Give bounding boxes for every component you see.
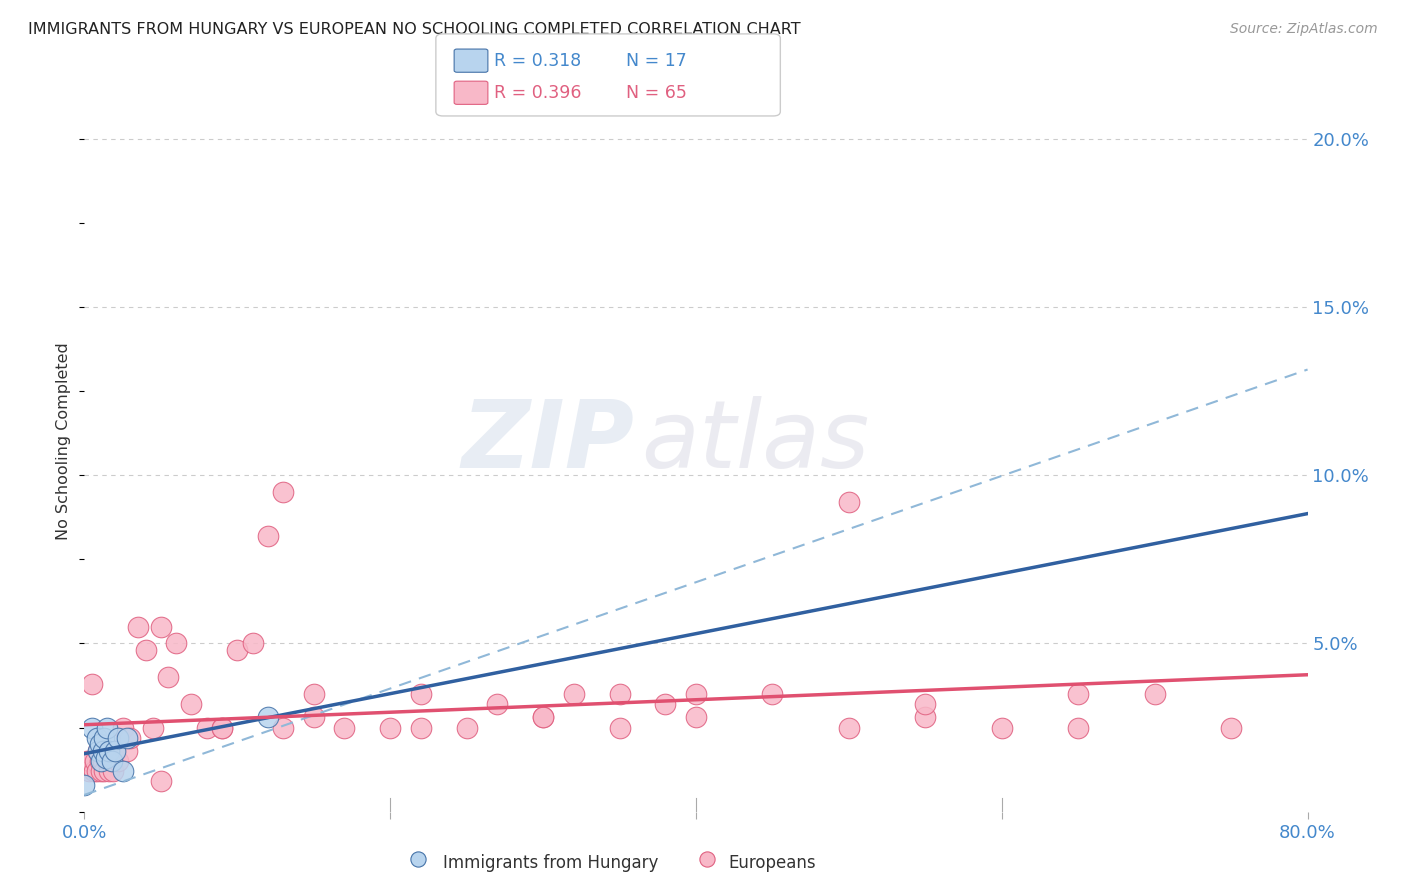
Text: ZIP: ZIP [463, 395, 636, 488]
Point [76, 754, 98, 768]
Point [991, 721, 1014, 735]
Point [98, 744, 121, 758]
Point [654, 697, 676, 711]
Point [89, 754, 111, 768]
Point [83, 764, 105, 779]
Point [914, 710, 936, 724]
Point [97, 744, 120, 758]
Point [120, 731, 142, 745]
Point [115, 744, 138, 758]
Point [456, 721, 478, 735]
Y-axis label: No Schooling Completed: No Schooling Completed [56, 343, 72, 541]
Point [96, 721, 118, 735]
Point [104, 744, 127, 758]
Point [97, 764, 120, 779]
Point [380, 721, 402, 735]
Text: Source: ZipAtlas.com: Source: ZipAtlas.com [1230, 22, 1378, 37]
Point [90, 764, 112, 779]
Point [79, 754, 101, 768]
Point [77, 764, 100, 779]
Point [271, 721, 294, 735]
Point [91, 754, 114, 768]
Text: R = 0.396: R = 0.396 [494, 84, 581, 102]
Point [1067, 687, 1090, 701]
Text: R = 0.318: R = 0.318 [494, 52, 581, 70]
Point [80, 677, 103, 691]
Point [180, 697, 202, 711]
Point [409, 721, 432, 735]
Text: Immigrants from Hungary: Immigrants from Hungary [443, 854, 658, 871]
Point [149, 774, 172, 789]
Point [562, 687, 585, 701]
Point [302, 687, 325, 701]
Point [685, 687, 707, 701]
Point [333, 721, 356, 735]
Point [1220, 721, 1243, 735]
Point [115, 731, 138, 745]
Point [1067, 721, 1090, 735]
Point [111, 721, 134, 735]
Point [211, 721, 233, 735]
Point [104, 744, 127, 758]
Point [609, 687, 631, 701]
Point [87, 744, 110, 758]
Point [165, 636, 187, 650]
Point [271, 485, 294, 500]
Point [93, 764, 115, 779]
Point [127, 619, 149, 633]
Point [80, 721, 103, 735]
Point [86, 764, 108, 779]
Point [531, 710, 554, 724]
Point [685, 710, 707, 724]
Point [84, 754, 107, 768]
Text: IMMIGRANTS FROM HUNGARY VS EUROPEAN NO SCHOOLING COMPLETED CORRELATION CHART: IMMIGRANTS FROM HUNGARY VS EUROPEAN NO S… [28, 22, 801, 37]
Point [94, 751, 117, 765]
Point [408, 852, 430, 866]
Point [149, 619, 172, 633]
Point [107, 731, 129, 745]
Point [838, 495, 860, 509]
Point [609, 721, 631, 735]
Point [96, 754, 118, 768]
Point [142, 721, 165, 735]
Point [195, 721, 218, 735]
Point [89, 738, 111, 752]
Point [696, 852, 718, 866]
Point [226, 643, 249, 657]
Point [157, 670, 180, 684]
Text: N = 17: N = 17 [626, 52, 686, 70]
Point [93, 731, 115, 745]
Point [914, 697, 936, 711]
Point [242, 636, 264, 650]
Point [107, 754, 129, 768]
Point [257, 710, 280, 724]
Point [135, 643, 157, 657]
Point [211, 721, 233, 735]
Point [761, 687, 783, 701]
Point [409, 687, 432, 701]
Point [90, 754, 112, 768]
Point [86, 731, 108, 745]
Text: N = 65: N = 65 [626, 84, 686, 102]
Point [257, 529, 280, 543]
Point [531, 710, 554, 724]
Point [838, 721, 860, 735]
Point [87, 744, 110, 758]
Point [94, 744, 117, 758]
Point [101, 754, 124, 768]
Text: atlas: atlas [641, 396, 869, 487]
Point [111, 764, 134, 779]
Point [486, 697, 509, 711]
Point [103, 764, 125, 779]
Point [73, 778, 96, 792]
Point [91, 744, 114, 758]
Point [302, 710, 325, 724]
Text: Europeans: Europeans [728, 854, 815, 871]
Point [101, 754, 124, 768]
Point [1143, 687, 1166, 701]
